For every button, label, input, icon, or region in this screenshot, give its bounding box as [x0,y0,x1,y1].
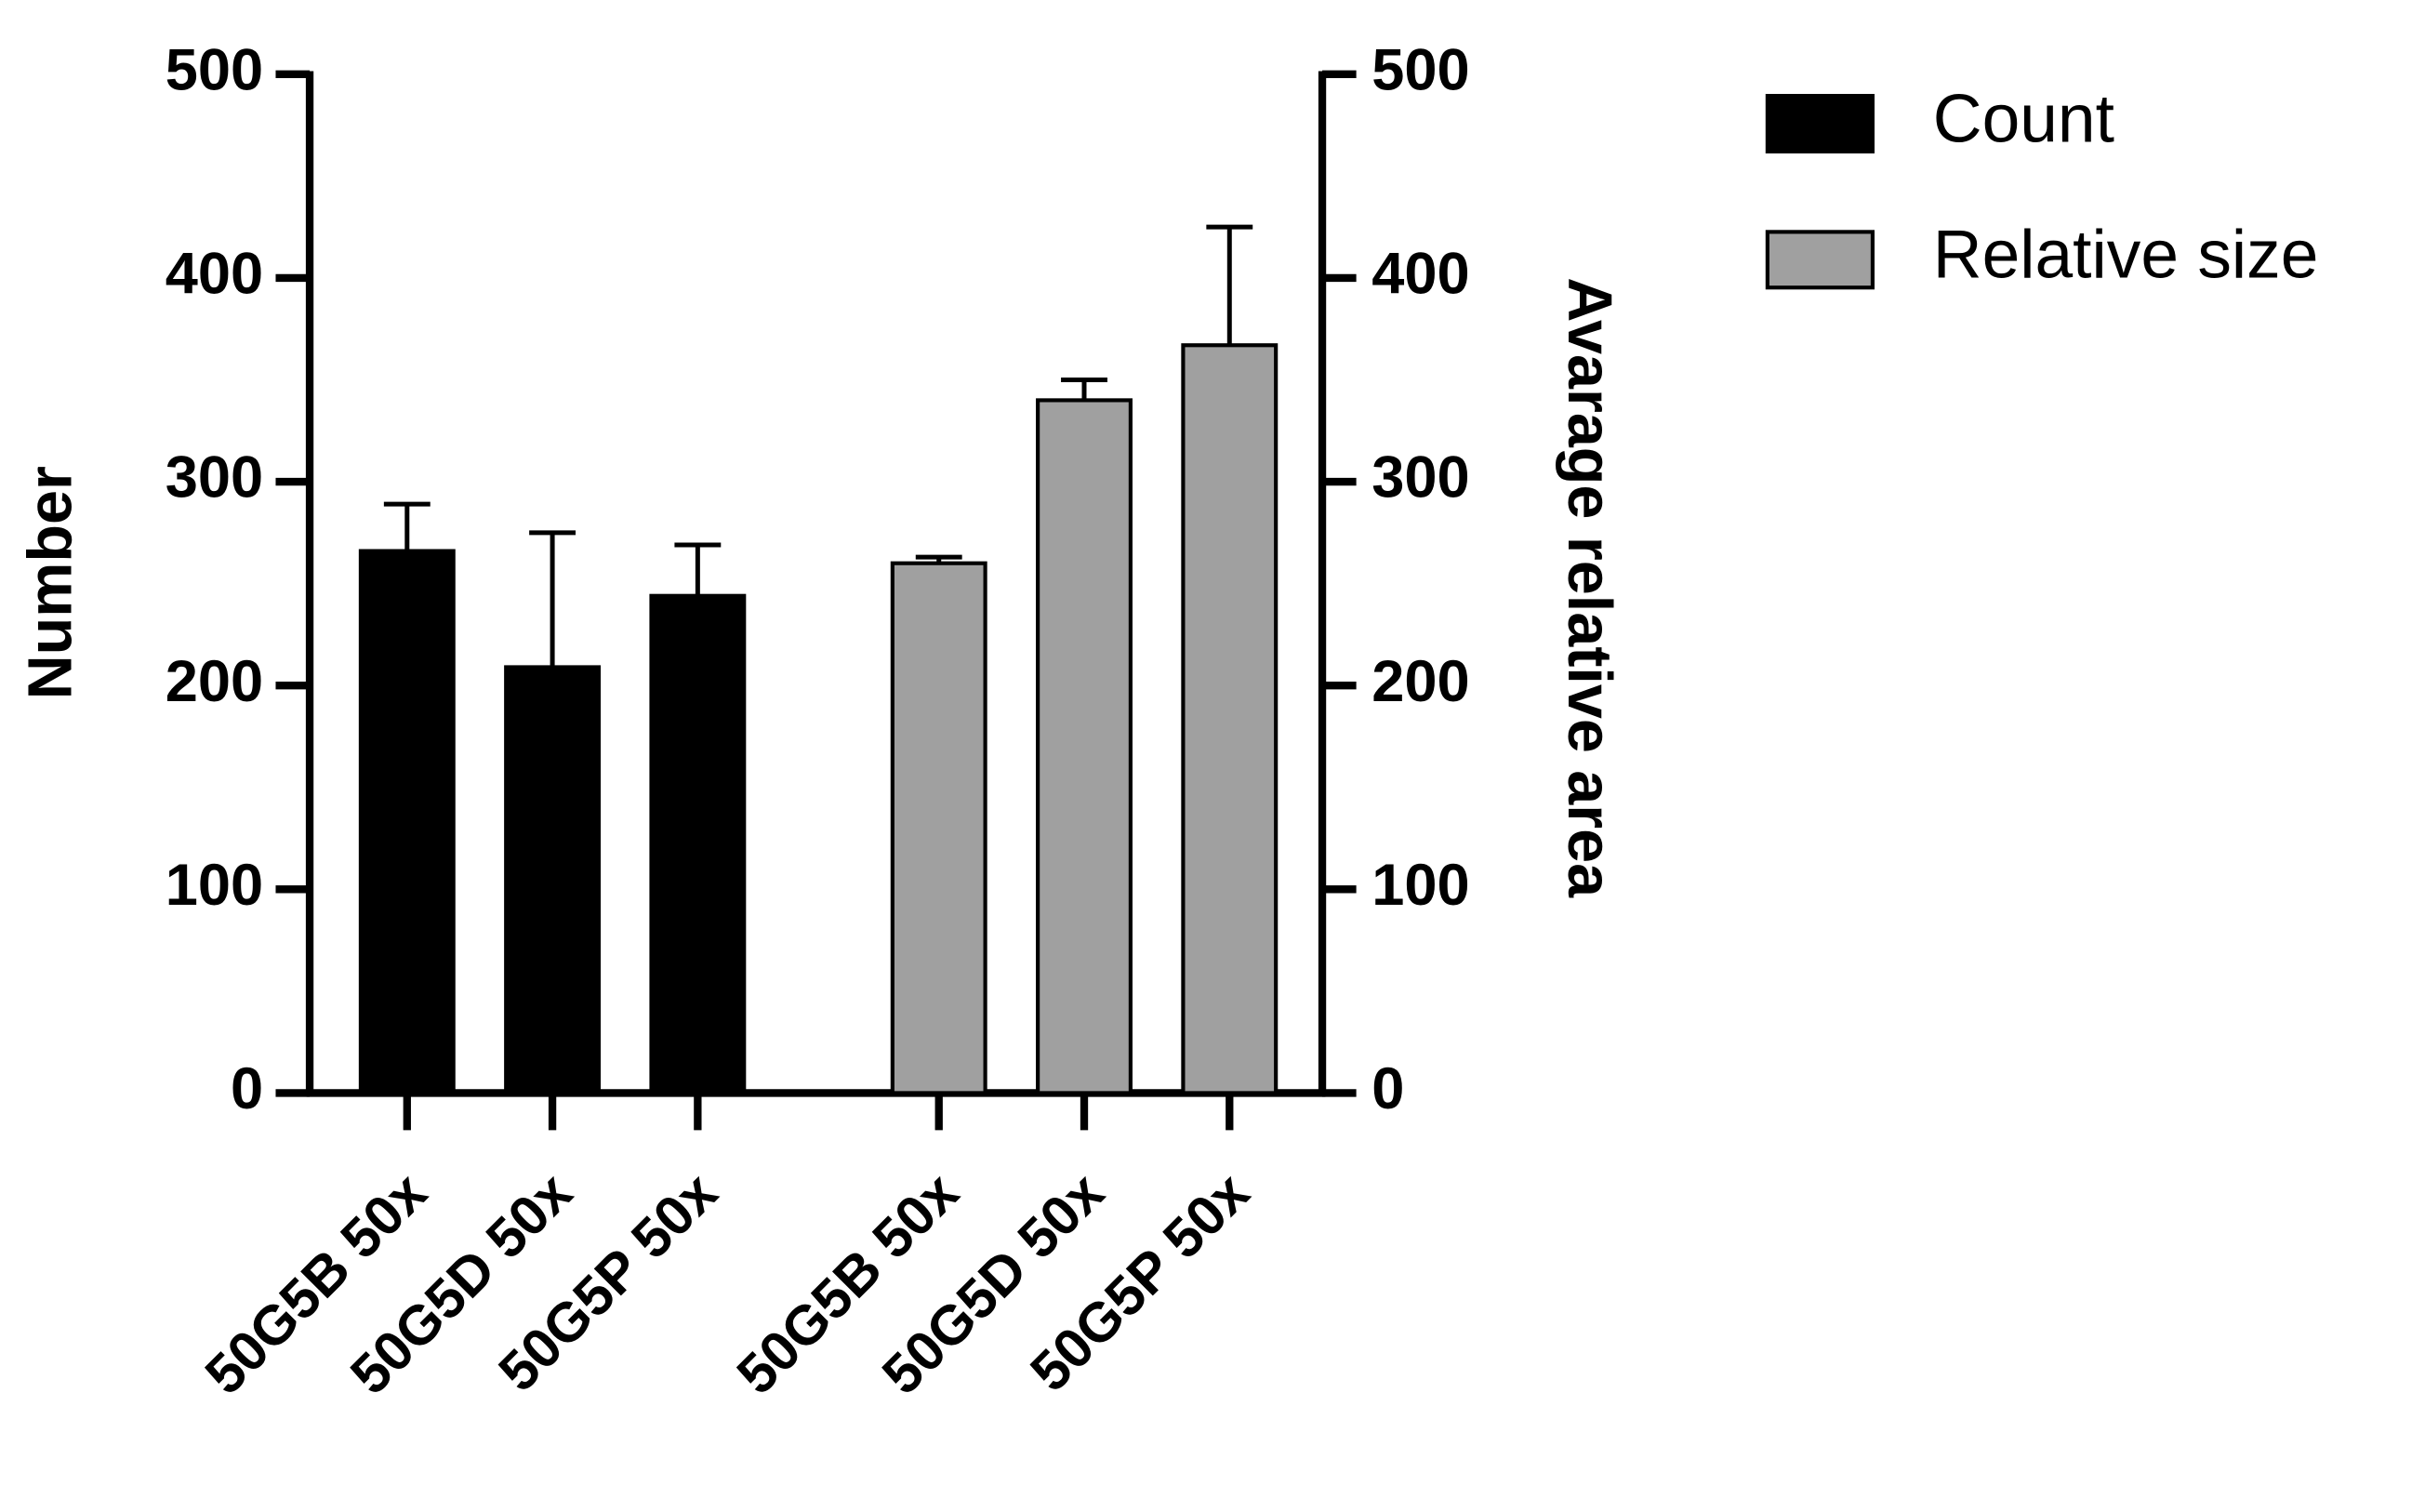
bar [649,593,747,1095]
legend-swatch [1765,94,1875,154]
y2-tick-label: 500 [1372,37,1469,102]
bar [1036,398,1133,1095]
legend-label: Relative size [1933,217,2319,293]
bar [358,549,456,1095]
y-tick-label: 0 [231,1056,263,1121]
y-tick-label: 100 [166,853,263,918]
y-axis-title: Number [16,466,85,699]
y2-tick-label: 100 [1372,853,1469,918]
y2-axis-title: Avarage relative area [1555,277,1623,898]
y2-tick-label: 200 [1372,649,1469,714]
y-tick-label: 200 [166,649,263,714]
bar [504,665,602,1095]
y-tick-label: 400 [166,242,263,307]
y2-tick-label: 300 [1372,445,1469,511]
y2-tick-label: 400 [1372,242,1469,307]
y2-tick-label: 0 [1372,1056,1404,1121]
y-tick-label: 500 [166,37,263,102]
bar [1181,343,1279,1095]
y-tick-label: 300 [166,445,263,511]
legend-label: Count [1933,80,2114,156]
bar [890,561,987,1095]
legend-swatch [1765,230,1875,290]
